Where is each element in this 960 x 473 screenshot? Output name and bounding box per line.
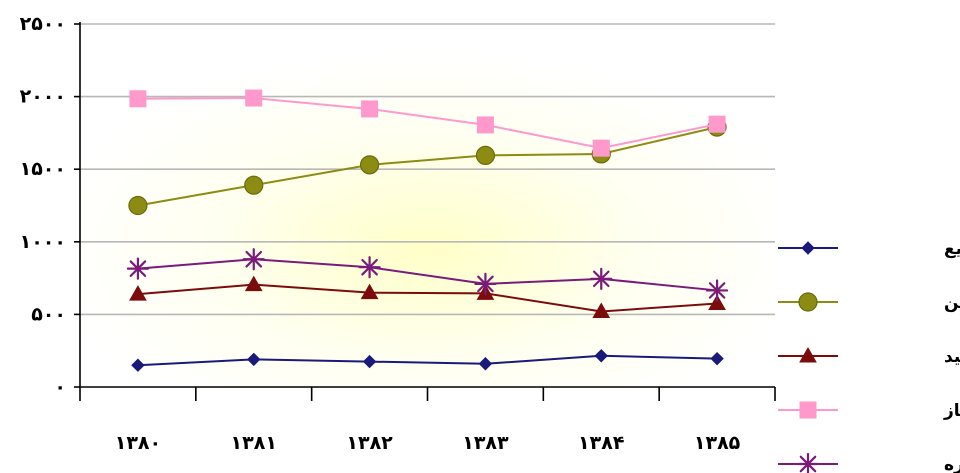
data-point-0-2: [362, 354, 377, 369]
data-point-0-4: [594, 349, 608, 363]
legend-item-1: بنزین: [778, 292, 960, 313]
data-point-0-5: [710, 351, 724, 366]
data-point-0-1: [247, 352, 261, 367]
legend-marker-0: [801, 241, 815, 255]
data-point-2-2: [360, 283, 379, 300]
x-tick-label-2: ۱۳۸۲: [346, 432, 393, 454]
plot-background: [80, 24, 775, 387]
data-point-1-1: [244, 175, 264, 195]
legend-item-4: نفت کوره: [778, 452, 960, 473]
data-point-3-3: [476, 116, 494, 134]
data-point-4-3: [474, 272, 497, 296]
legend-marker-3: [799, 401, 817, 419]
data-point-3-0: [129, 90, 147, 108]
data-point-4-1: [242, 248, 265, 271]
y-axis-tick-labels: ۰ ۵۰۰ ۱۰۰۰ ۱۵۰۰ ۲۰۰۰ ۲۵۰۰: [20, 13, 66, 398]
series-line-1: [137, 126, 718, 207]
data-point-3-4: [592, 139, 610, 157]
x-axis-tick-labels: ۱۳۸۰ ۱۳۸۱ ۱۳۸۲ ۱۳۸۳ ۱۳۸۴ ۱۳۸۵: [115, 432, 741, 454]
data-point-0-3: [478, 357, 493, 371]
series-line-0: [137, 354, 718, 367]
data-point-3-5: [708, 115, 726, 133]
legend-label-1: بنزین: [944, 293, 960, 313]
y-tick-label-1: ۵۰۰: [31, 303, 66, 325]
y-tick-label-5: ۲۵۰۰: [20, 13, 66, 35]
data-point-4-4: [590, 267, 613, 290]
data-point-0-0: [131, 358, 145, 372]
data-point-2-1: [244, 275, 263, 292]
series-4: [126, 248, 729, 302]
legend-marker-1: [798, 292, 818, 312]
data-point-1-3: [475, 145, 496, 166]
legend-item-0: گاز مایع: [778, 238, 960, 259]
legend-label-2: نفت سفید: [944, 347, 960, 367]
series-line-4: [137, 258, 718, 292]
data-point-1-2: [359, 155, 380, 175]
x-tick-label-0: ۱۳۸۰: [115, 432, 161, 454]
y-tick-label-4: ۲۰۰۰: [20, 86, 66, 108]
data-point-1-0: [128, 195, 148, 216]
data-point-2-4: [592, 302, 611, 318]
x-tick-label-3: ۱۳۸۳: [462, 432, 509, 454]
data-point-2-0: [129, 285, 147, 301]
x-tick-label-1: ۱۳۸۱: [231, 432, 277, 454]
data-point-4-5: [705, 279, 729, 302]
gridlines: [80, 23, 775, 316]
legend-label-4: نفت کوره: [944, 455, 960, 473]
y-tick-label-2: ۱۰۰۰: [20, 231, 66, 253]
x-tick-label-4: ۱۳۸۴: [578, 432, 624, 454]
data-point-2-5: [708, 294, 726, 311]
series-line-2: [137, 283, 718, 313]
y-tick-label-0: ۰: [54, 376, 66, 398]
legend-item-2: نفت سفید: [778, 346, 960, 367]
data-point-3-2: [361, 100, 379, 118]
series-layer: [126, 89, 729, 372]
data-point-3-1: [245, 89, 263, 107]
series-0: [131, 349, 724, 372]
x-tick-label-5: ۱۳۸۵: [694, 432, 741, 454]
legend: گاز مایع بنزین نفت سفید نفت گاز نفت کوره: [778, 238, 960, 473]
legend-label-3: نفت گاز: [943, 400, 960, 421]
series-line-3: [137, 97, 718, 150]
legend-label-0: گاز مایع: [944, 238, 960, 259]
data-point-4-0: [126, 257, 150, 280]
legend-marker-2: [799, 346, 817, 363]
legend-marker-4: [796, 452, 820, 473]
legend-item-3: نفت گاز: [778, 400, 960, 421]
series-3: [129, 89, 726, 157]
y-tick-label-3: ۱۵۰۰: [20, 158, 66, 180]
data-point-4-2: [358, 256, 381, 279]
axes: [74, 22, 776, 401]
